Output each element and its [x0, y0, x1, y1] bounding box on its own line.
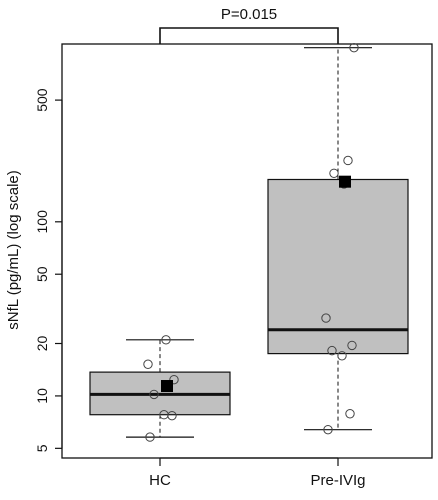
data-point-hc-0: [145, 432, 155, 442]
data-point-hc-4: [169, 374, 179, 385]
y-tick-label-5: 5: [34, 444, 50, 452]
y-tick-label-20: 20: [34, 336, 50, 352]
box-group-hc: [89, 335, 231, 442]
data-point-hc-2: [159, 410, 169, 420]
data-point-hc-5: [143, 359, 153, 369]
y-tick-label-500: 500: [34, 88, 50, 112]
data-point-hc-6: [161, 335, 171, 345]
x-label-pre-ivig: Pre-IVIg: [310, 472, 365, 489]
y-tick-label-50: 50: [34, 266, 50, 282]
data-point-pre-ivig-1: [345, 409, 355, 419]
data-point-pre-ivig-8: [343, 155, 353, 166]
data-point-pre-ivig-3: [327, 345, 337, 356]
y-tick-label-100: 100: [34, 210, 50, 234]
mean-marker-pre-ivig: [339, 175, 351, 188]
x-axis: HC Pre-IVIg: [149, 457, 366, 489]
box-groups: [89, 42, 409, 442]
box-pre-ivig: [267, 178, 409, 355]
mean-marker-hc: [161, 380, 173, 393]
x-label-hc: HC: [149, 472, 171, 489]
p-value-label: P=0.015: [221, 6, 277, 23]
significance-bracket: P=0.015: [159, 6, 339, 44]
y-tick-label-10: 10: [34, 388, 50, 404]
data-point-pre-ivig-0: [323, 424, 333, 435]
data-point-hc-3: [149, 389, 159, 400]
y-axis-title: sNfL (pg/mL) (log scale): [5, 170, 22, 330]
data-point-pre-ivig-5: [321, 313, 331, 323]
bracket-line: [159, 27, 339, 44]
box-group-pre-ivig: [267, 42, 409, 435]
data-point-pre-ivig-4: [347, 340, 357, 351]
data-point-pre-ivig-9: [349, 42, 359, 53]
data-point-pre-ivig-2: [337, 351, 347, 361]
data-point-pre-ivig-7: [329, 168, 339, 178]
y-axis: 5 10 20 50 100 500: [34, 88, 63, 452]
